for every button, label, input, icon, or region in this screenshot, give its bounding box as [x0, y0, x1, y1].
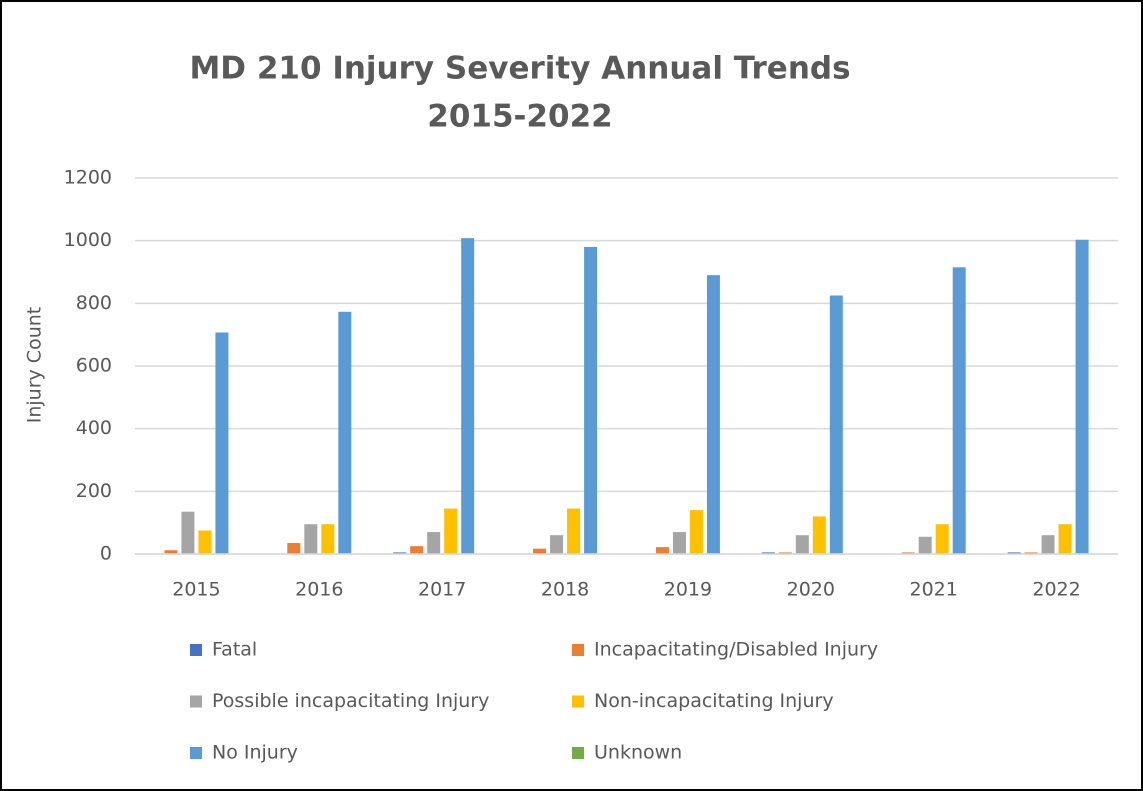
- x-tick-label: 2015: [172, 579, 220, 601]
- legend-swatch: [190, 747, 202, 759]
- bar: [584, 246, 598, 554]
- bar: [689, 510, 703, 554]
- bar: [304, 524, 318, 554]
- bar: [1007, 552, 1021, 554]
- y-tick-label: 1200: [64, 167, 112, 189]
- bar: [321, 524, 335, 554]
- bar: [533, 548, 547, 554]
- y-tick-label: 200: [76, 480, 112, 502]
- y-tick-label: 800: [76, 292, 112, 314]
- bar: [706, 275, 720, 554]
- bar: [901, 552, 915, 554]
- bar: [1041, 535, 1055, 554]
- chart-title: 2015-2022: [427, 99, 612, 135]
- bar: [444, 508, 458, 554]
- bar: [812, 516, 826, 554]
- chart-title: MD 210 Injury Severity Annual Trends: [189, 51, 850, 87]
- bar: [761, 552, 775, 554]
- bar: [215, 332, 229, 554]
- legend-swatch: [190, 644, 202, 656]
- legend-label: Possible incapacitating Injury: [212, 690, 489, 712]
- legend-label: Non-incapacitating Injury: [594, 690, 834, 712]
- bar: [567, 508, 581, 554]
- y-tick-label: 400: [76, 417, 112, 439]
- x-tick-label: 2018: [541, 579, 589, 601]
- legend-swatch: [572, 695, 584, 708]
- x-tick-label: 2021: [910, 579, 958, 601]
- legend-label: Incapacitating/Disabled Injury: [594, 639, 878, 661]
- x-tick-label: 2022: [1032, 579, 1080, 601]
- x-tick-label: 2020: [787, 579, 835, 601]
- bar: [1075, 239, 1089, 554]
- bar: [795, 535, 809, 554]
- bar: [829, 295, 843, 554]
- bar: [461, 238, 475, 554]
- bar: [655, 547, 669, 554]
- bar: [198, 530, 212, 554]
- y-tick-label: 0: [100, 543, 112, 565]
- x-tick-label: 2017: [418, 579, 466, 601]
- bar: [393, 552, 407, 554]
- bar: [181, 511, 195, 554]
- legend-swatch: [190, 695, 202, 708]
- bar: [1058, 524, 1072, 554]
- x-tick-label: 2019: [664, 579, 712, 601]
- legend-swatch: [572, 644, 584, 656]
- bar: [427, 532, 441, 554]
- bar: [338, 311, 352, 554]
- bar: [1024, 552, 1038, 554]
- bar: [164, 550, 178, 554]
- bar: [672, 532, 686, 554]
- bar: [550, 535, 564, 554]
- y-tick-label: 1000: [64, 229, 112, 251]
- bar: [918, 536, 932, 554]
- bar: [778, 552, 792, 554]
- y-tick-label: 600: [76, 355, 112, 377]
- legend-label: Fatal: [212, 639, 257, 661]
- bar: [287, 543, 301, 554]
- y-axis-label: Injury Count: [24, 307, 46, 424]
- legend-label: No Injury: [212, 742, 298, 764]
- bar: [952, 267, 966, 554]
- bar: [410, 546, 424, 554]
- legend-label: Unknown: [594, 742, 682, 764]
- bar: [935, 524, 949, 554]
- legend-swatch: [572, 747, 584, 759]
- x-tick-label: 2016: [295, 579, 343, 601]
